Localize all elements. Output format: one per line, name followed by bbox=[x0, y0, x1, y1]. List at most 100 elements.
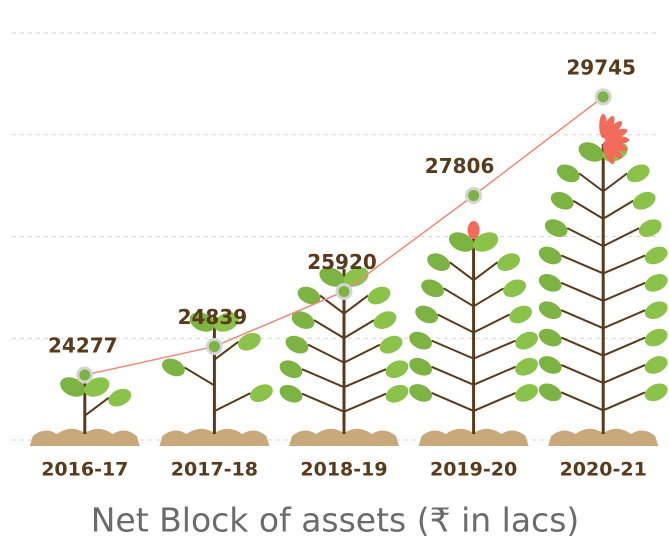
branch bbox=[473, 392, 516, 412]
soil bbox=[29, 428, 140, 446]
leaf bbox=[415, 305, 438, 324]
petal bbox=[602, 115, 615, 139]
branch bbox=[560, 254, 604, 275]
marker bbox=[205, 337, 223, 355]
leaf bbox=[538, 383, 562, 402]
branch bbox=[602, 309, 646, 330]
leaf bbox=[632, 191, 656, 210]
leaf bbox=[409, 357, 432, 376]
branch bbox=[560, 336, 604, 357]
soil bbox=[159, 428, 270, 446]
leaf bbox=[60, 377, 86, 397]
marker bbox=[76, 366, 94, 384]
leaf bbox=[343, 267, 369, 287]
leaf bbox=[638, 219, 662, 237]
branch bbox=[343, 368, 387, 389]
leaf bbox=[497, 253, 520, 272]
leaf bbox=[544, 219, 568, 237]
leaf bbox=[84, 377, 110, 397]
leaf bbox=[385, 384, 409, 403]
leaf bbox=[538, 356, 562, 374]
leaf bbox=[238, 332, 261, 351]
branch bbox=[343, 294, 369, 315]
branch bbox=[301, 392, 345, 413]
leaf bbox=[250, 384, 273, 402]
branch bbox=[566, 227, 604, 247]
branch bbox=[602, 281, 646, 302]
leaf bbox=[409, 384, 432, 402]
branch bbox=[560, 309, 604, 330]
leaf bbox=[409, 331, 432, 350]
plant bbox=[159, 312, 273, 446]
branch bbox=[431, 392, 474, 412]
leaf bbox=[108, 388, 132, 407]
value-label: 29745 bbox=[566, 55, 636, 79]
branch bbox=[602, 336, 646, 357]
branch bbox=[473, 339, 516, 360]
branch bbox=[213, 392, 251, 413]
branch bbox=[437, 313, 475, 334]
leaf bbox=[279, 384, 303, 403]
leaf bbox=[515, 384, 538, 402]
x-tick-label: 2017-18 bbox=[171, 459, 258, 481]
leaf bbox=[515, 357, 538, 376]
soil bbox=[289, 428, 399, 446]
value-label: 24839 bbox=[178, 305, 248, 329]
branch bbox=[560, 364, 604, 384]
plant bbox=[538, 114, 668, 446]
plant bbox=[409, 221, 538, 446]
leaf bbox=[550, 191, 574, 210]
branch bbox=[572, 199, 604, 220]
petal bbox=[602, 141, 615, 165]
leaf bbox=[367, 286, 391, 305]
branch bbox=[602, 254, 646, 275]
marker bbox=[465, 186, 483, 204]
value-label: 27806 bbox=[425, 154, 495, 178]
leaf bbox=[538, 273, 562, 292]
leaf bbox=[213, 312, 240, 332]
x-tick-label: 2018-19 bbox=[300, 459, 387, 481]
leaf bbox=[538, 301, 562, 320]
leaf bbox=[644, 273, 668, 292]
branch bbox=[560, 391, 604, 412]
branch bbox=[443, 287, 475, 308]
branch bbox=[578, 172, 604, 193]
leaf bbox=[644, 246, 668, 265]
branch bbox=[343, 392, 387, 413]
marker bbox=[594, 88, 612, 106]
branch bbox=[307, 343, 345, 364]
branch bbox=[602, 172, 628, 193]
soil bbox=[548, 428, 659, 446]
branch bbox=[183, 366, 215, 387]
leaf bbox=[319, 267, 345, 287]
leaf bbox=[373, 311, 397, 329]
leaf bbox=[421, 279, 444, 298]
leaf bbox=[644, 356, 668, 374]
branch bbox=[431, 339, 474, 360]
chart-title: Net Block of assets (₹ in lacs) bbox=[91, 501, 580, 540]
leaf bbox=[427, 253, 450, 272]
branch bbox=[319, 294, 345, 315]
branch bbox=[301, 368, 345, 389]
branch bbox=[602, 199, 634, 220]
leaf bbox=[644, 328, 668, 347]
value-label: 25920 bbox=[307, 250, 377, 274]
leaf bbox=[385, 360, 409, 379]
x-tick-label: 2020-21 bbox=[560, 459, 647, 481]
leaf bbox=[448, 232, 475, 252]
soil bbox=[418, 428, 529, 446]
leaf bbox=[509, 305, 532, 324]
leaf bbox=[515, 331, 538, 350]
leaf bbox=[578, 142, 604, 162]
leaf bbox=[503, 279, 526, 298]
leaf bbox=[626, 164, 650, 183]
branch bbox=[602, 391, 646, 412]
plant bbox=[279, 267, 409, 446]
leaf bbox=[379, 335, 403, 354]
branch bbox=[602, 364, 646, 384]
branch bbox=[213, 340, 239, 361]
branch bbox=[602, 227, 640, 247]
leaf bbox=[473, 232, 499, 252]
leaf bbox=[279, 360, 303, 379]
branch bbox=[473, 287, 505, 308]
